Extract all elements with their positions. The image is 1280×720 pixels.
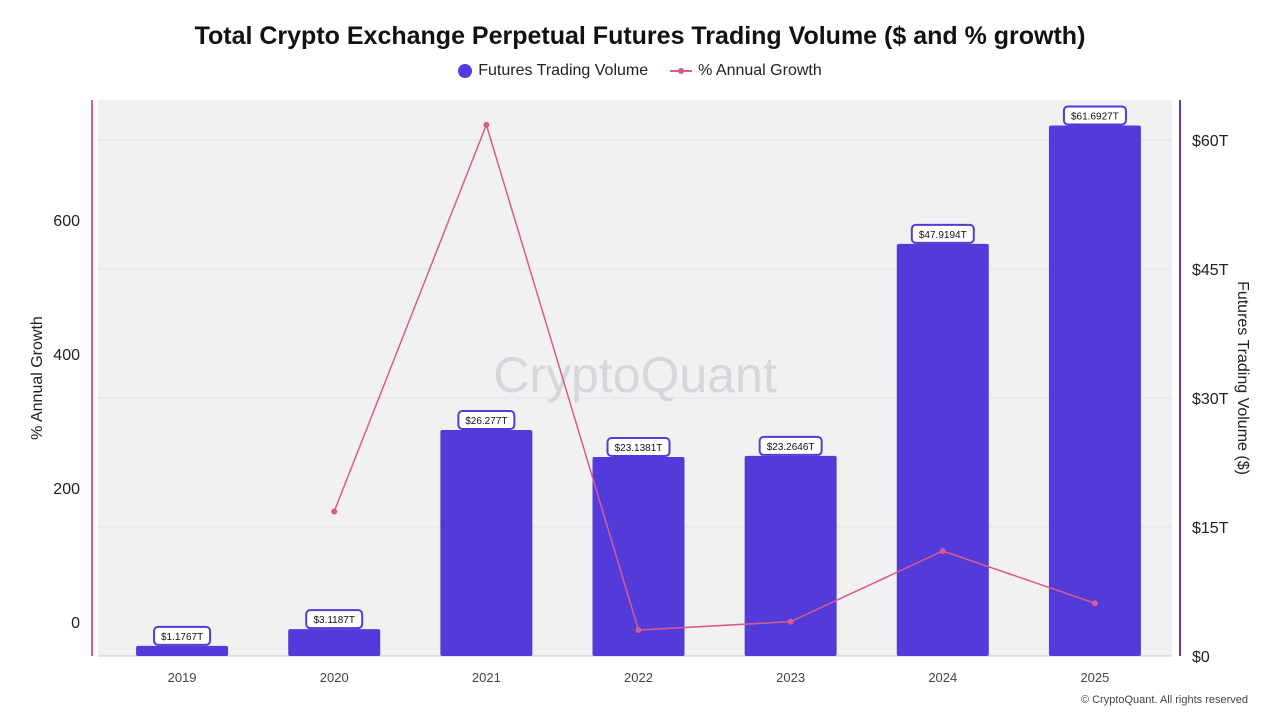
data-label: $3.1187T (313, 615, 355, 626)
data-label-box (758, 435, 823, 456)
data-label: $26.277T (465, 416, 507, 427)
bar (136, 645, 229, 656)
bar (744, 455, 837, 656)
growth-line (333, 122, 1096, 631)
x-tick-label: 2024 (928, 670, 957, 685)
right-tick-label: $30T (1192, 391, 1229, 408)
watermark: CryptoQuant (493, 347, 777, 403)
left-tick-label: 600 (53, 213, 80, 230)
right-axis-title: Futures Trading Volume ($) (1234, 281, 1251, 475)
data-label: $23.2646T (767, 442, 815, 453)
data-label-box (606, 437, 671, 458)
data-label-box (153, 625, 212, 646)
growth-point (787, 618, 794, 625)
legend-dot-icon (458, 64, 473, 78)
data-label: $47.9194T (919, 230, 967, 241)
x-tick-label: 2020 (320, 670, 349, 685)
bar (440, 430, 533, 656)
legend-item-volume[interactable]: Futures Trading Volume (458, 62, 648, 80)
x-tick-label: 2023 (776, 670, 805, 685)
bar (896, 243, 989, 656)
legend-label: % Annual Growth (698, 62, 822, 79)
growth-point (483, 121, 490, 128)
bar (592, 457, 685, 656)
x-tick-label: 2021 (472, 670, 501, 685)
growth-point (635, 627, 642, 634)
data-label-box (910, 223, 975, 244)
data-label-box (457, 410, 516, 431)
data-label-box (1062, 105, 1127, 126)
left-tick-label: 200 (53, 481, 80, 498)
copyright: © CryptoQuant. All rights reserved (1080, 694, 1248, 706)
bar (1048, 125, 1141, 657)
right-tick-label: $0 (1192, 649, 1210, 666)
data-label-box (305, 609, 364, 630)
x-tick-label: 2022 (624, 670, 653, 685)
x-tick-label: 2019 (168, 670, 197, 685)
data-label: $1.1767T (161, 632, 203, 643)
left-tick-label: 0 (71, 615, 80, 632)
left-axis-title: % Annual Growth (29, 316, 46, 440)
bar (288, 629, 381, 656)
growth-point (331, 508, 338, 515)
growth-point (939, 547, 946, 554)
right-tick-label: $45T (1192, 262, 1229, 279)
legend-line-icon (670, 68, 693, 74)
chart-title: Total Crypto Exchange Perpetual Futures … (194, 22, 1086, 50)
legend-item-growth[interactable]: % Annual Growth (670, 62, 822, 80)
growth-point (1091, 600, 1098, 607)
right-tick-label: $60T (1192, 133, 1229, 150)
right-tick-label: $15T (1192, 520, 1229, 537)
legend-label: Futures Trading Volume (478, 62, 649, 79)
data-label: $61.6927T (1071, 111, 1119, 122)
x-tick-label: 2025 (1080, 670, 1109, 685)
legend: Futures Trading Volume % Annual Growth (0, 62, 1280, 80)
left-tick-label: 400 (53, 347, 80, 364)
data-label: $23.1381T (615, 443, 663, 454)
